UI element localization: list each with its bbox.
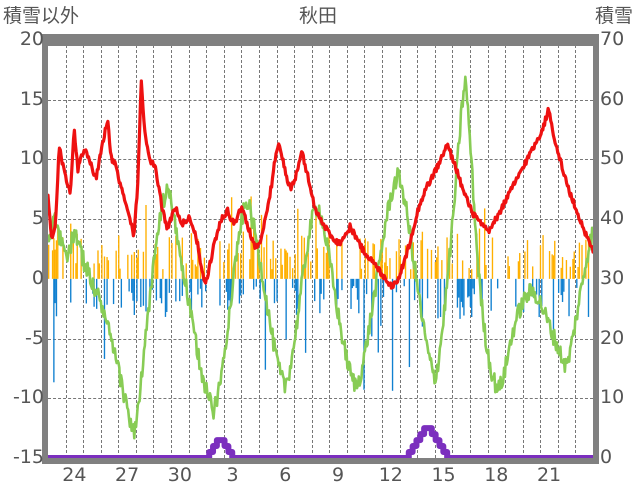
gridline-v [557,40,559,458]
gridline-v [276,40,278,458]
x-tick-label: 18 [484,464,509,486]
gridline-h [48,338,593,340]
right-tick-label: 50 [600,147,625,170]
gridline-h [48,458,593,459]
gridline-v [65,40,67,458]
right-tick-label: 20 [600,326,625,349]
right-tick-label: 30 [600,266,625,289]
left-tick-label: 0 [31,266,44,289]
x-tick-label: 15 [431,464,456,486]
gridline-v [294,40,296,458]
gridline-v [399,40,401,458]
gridline-h [48,159,593,161]
gridline-h [48,398,593,400]
snow-layer [48,40,593,458]
x-tick-label: 27 [115,464,140,486]
gridline-v [575,40,577,458]
gridline-v [311,40,313,458]
bar-layer [48,40,593,458]
gridline-v [522,40,524,458]
right-axis-title: 積雪 [594,5,633,27]
gridline-v [346,40,348,458]
right-tick-label: 0 [600,446,613,468]
gridline-v [258,40,260,458]
gridline-v [241,40,243,458]
right-tick-label: 10 [600,386,625,409]
zero-axis-line [42,40,599,46]
left-tick-label: 20 [19,28,44,50]
gridline-v [434,40,436,458]
chart-title: 秋田 [298,5,337,27]
left-axis-title: 積雪以外 [3,5,80,27]
gridline-v [206,40,208,458]
x-tick-label: 21 [536,464,562,486]
gridline-v [452,40,454,458]
gridline-v [469,40,471,458]
x-tick-label: 6 [279,464,292,486]
right-tick-label: 40 [600,207,625,230]
left-tick-label: 15 [19,87,44,110]
left-tick-label: 5 [31,207,44,230]
line-layer [48,40,593,458]
gridline-v [487,40,489,458]
gridline-v [153,40,155,458]
gridline-h [48,99,593,101]
x-tick-label: 12 [378,464,403,486]
gridline-v [188,40,190,458]
left-tick-label: -10 [12,386,44,409]
left-tick-label: -15 [12,446,44,468]
gridline-v [223,40,225,458]
x-tick-label: 3 [226,464,239,486]
gridline-v [135,40,137,458]
gridline-v [83,40,85,458]
left-tick-label: 10 [19,147,44,170]
gridline-v [417,40,419,458]
right-tick-label: 60 [600,87,625,110]
x-tick-label: 30 [167,464,192,486]
left-tick-label: -5 [25,326,44,349]
gridline-v [505,40,507,458]
plot-area [42,40,599,459]
right-tick-label: 70 [600,28,625,50]
x-tick-label: 24 [62,464,87,486]
x-tick-label: 9 [332,464,345,486]
